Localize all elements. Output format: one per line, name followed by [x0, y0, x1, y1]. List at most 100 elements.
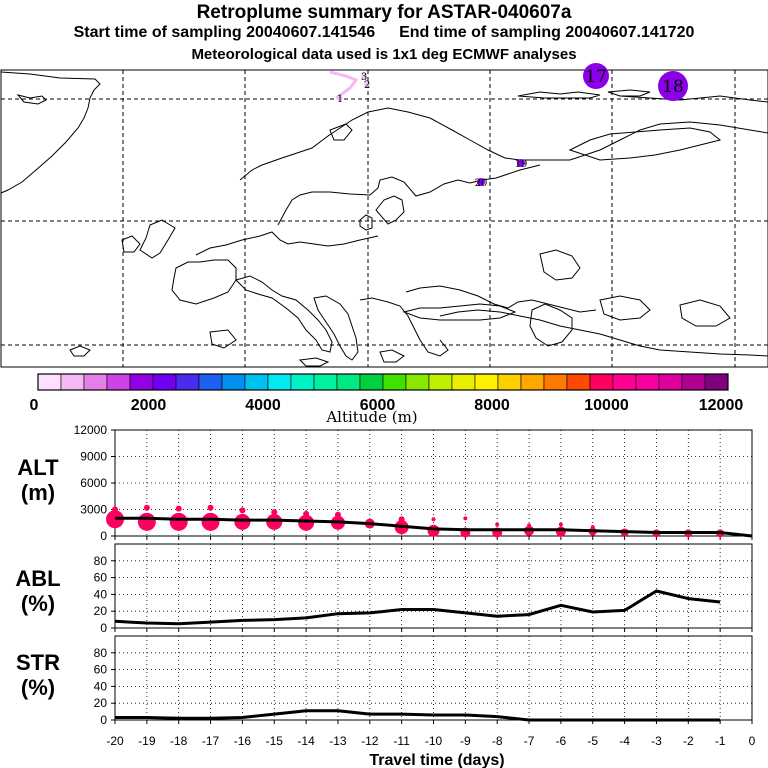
- alt-panel-label: ALT (m): [12, 455, 64, 505]
- y-tick-label: 40: [94, 679, 108, 693]
- abl-series-line: [114, 589, 721, 626]
- y-tick-label: 3000: [80, 503, 107, 517]
- colorbar-tick-label: 10000: [584, 397, 629, 414]
- x-tick-label: -19: [138, 734, 156, 748]
- colorbar-swatch: [497, 373, 522, 391]
- plume-point: [239, 507, 246, 514]
- colorbar-swatch: [244, 373, 269, 391]
- map-marker-label: 3: [361, 72, 367, 83]
- time-series-panels: 030006000900012000020406080020406080-20-…: [74, 423, 756, 768]
- colorbar-swatch: [543, 373, 568, 391]
- x-tick-label: -15: [266, 734, 284, 748]
- y-tick-label: 60: [94, 571, 108, 585]
- colorbar-swatch: [520, 373, 545, 391]
- x-tick-label: -13: [329, 734, 347, 748]
- colorbar-swatch: [198, 373, 223, 391]
- x-tick-label: -12: [361, 734, 379, 748]
- colorbar-swatch: [175, 373, 200, 391]
- y-tick-label: 0: [100, 621, 107, 635]
- plume-point: [112, 506, 118, 513]
- plume-point: [431, 517, 436, 522]
- y-tick-label: 6000: [80, 476, 107, 490]
- alt-label-line1: ALT: [17, 455, 59, 480]
- map-marker-label: 19: [515, 159, 528, 170]
- x-tick-label: -10: [425, 734, 443, 748]
- map-marker-17: [583, 63, 609, 89]
- plume-point: [303, 510, 310, 517]
- sampling-times: Start time of sampling 20040607.141546 En…: [0, 24, 768, 42]
- colorbar-axis-label: Altitude (m): [325, 408, 417, 426]
- x-tick-label: -7: [524, 734, 535, 748]
- abl-panel: 0 20 40 60 80: [94, 543, 753, 635]
- plume-point: [169, 512, 188, 531]
- str-series-line: [115, 709, 721, 722]
- map-marker-label: 18: [662, 77, 684, 97]
- colorbar-swatch: [106, 373, 131, 391]
- x-tick-label: -20: [106, 734, 124, 748]
- colorbar-swatch: [129, 373, 154, 391]
- map-marker-2: [364, 81, 370, 87]
- x-tick-label: -16: [234, 734, 252, 748]
- y-tick-label: 20: [94, 604, 108, 618]
- str-panel: 0 20 40 60 80: [94, 635, 753, 727]
- map-marker-18: [658, 71, 688, 101]
- map-marker-label: 2: [364, 80, 370, 91]
- y-tick-label: 20: [94, 696, 108, 710]
- alt-series-line: [115, 516, 753, 538]
- colorbar-swatch: [60, 373, 85, 391]
- y-tick-label: 60: [94, 663, 108, 677]
- map-marker-19: [517, 159, 525, 167]
- x-tick-label: -8: [492, 734, 503, 748]
- plume-point: [234, 513, 251, 530]
- plume-point: [201, 512, 220, 531]
- colorbar-swatch: [566, 373, 591, 391]
- plume-point: [398, 516, 405, 523]
- colorbar-swatch: [221, 373, 246, 391]
- x-tick-label: -5: [587, 734, 598, 748]
- colorbar-swatch: [37, 373, 62, 391]
- plume-point: [463, 516, 468, 521]
- map-panel: 17 18 19 20 1 23: [0, 63, 768, 368]
- x-tick-label: -2: [683, 734, 694, 748]
- plume-point: [207, 504, 214, 511]
- plume-point: [495, 522, 500, 527]
- plume-point: [143, 504, 150, 511]
- y-tick-label: 40: [94, 587, 108, 601]
- colorbar-tick-label: 2000: [131, 397, 167, 414]
- y-tick-label: 12000: [74, 423, 108, 437]
- plume-point: [137, 512, 156, 531]
- map-marker-3: [361, 73, 367, 79]
- colorbar-swatch: [359, 373, 384, 391]
- early-trajectory-line: [329, 70, 359, 100]
- coastlines: [0, 71, 768, 367]
- colorbar-swatch: [428, 373, 453, 391]
- colorbar-tick-label: 6000: [360, 397, 396, 414]
- colorbar-tick-label: 8000: [474, 397, 510, 414]
- colorbar-tick-label: 12000: [699, 397, 744, 414]
- x-tick-label: -6: [556, 734, 567, 748]
- colorbar-swatch: [474, 373, 499, 391]
- map-frame: [0, 69, 768, 368]
- x-tick-label: -3: [651, 734, 662, 748]
- chart-title: Retroplume summary for ASTAR-040607a: [196, 2, 572, 23]
- plume-point: [555, 526, 566, 537]
- colorbar-swatch: [681, 373, 706, 391]
- plume-point: [427, 524, 440, 537]
- colorbar-swatch: [451, 373, 476, 391]
- map-marker-20: [477, 178, 485, 186]
- start-time-label: Start time of sampling 20040607.141546: [73, 24, 376, 41]
- colorbar-swatch: [704, 373, 729, 391]
- plume-point: [175, 505, 182, 512]
- map-marker-1: [337, 95, 343, 101]
- colorbar-swatch: [83, 373, 108, 391]
- x-axis-title: Travel time (days): [369, 752, 504, 768]
- str-label-line1: STR: [16, 650, 60, 675]
- x-tick-label: 0: [749, 734, 756, 748]
- x-tick-label: -18: [170, 734, 188, 748]
- end-time-label: End time of sampling 20040607.141720: [399, 24, 695, 41]
- colorbar-swatch: [405, 373, 430, 391]
- str-label-line2: (%): [20, 675, 56, 700]
- x-tick-label: -17: [202, 734, 220, 748]
- plume-point: [590, 525, 595, 530]
